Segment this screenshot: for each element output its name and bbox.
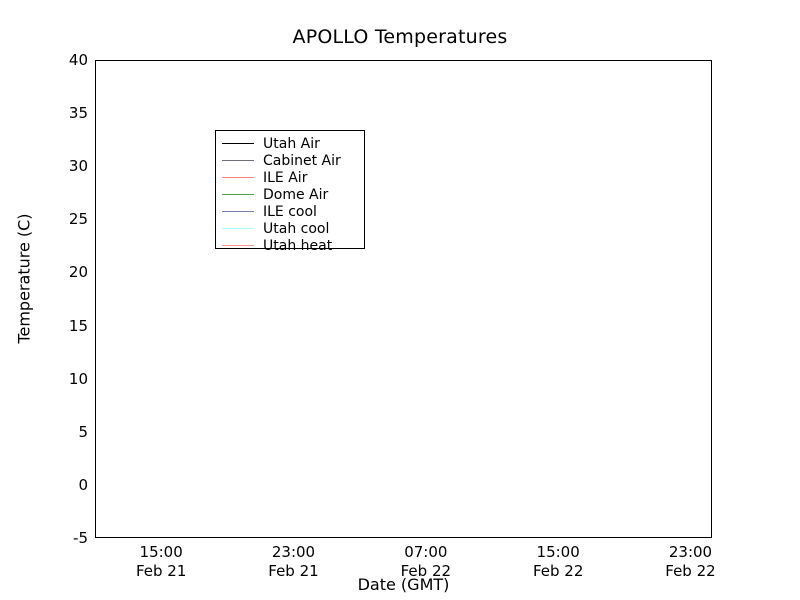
y-tick-label: 35 (68, 104, 88, 123)
x-axis-ticks: 15:00 Feb 21 23:00 Feb 21 07:00 Feb 22 15:00 Fe… (95, 543, 716, 591)
legend-item[interactable]: Utah Air (216, 135, 364, 152)
legend-item[interactable]: Cabinet Air (216, 152, 364, 169)
y-axis-label: Temperature (C) (14, 213, 34, 344)
chart-title: APOLLO Temperatures (292, 26, 508, 48)
y-tick-label: 5 (78, 422, 88, 441)
plot-area: Utah Air Cabinet Air ILE Air Dome Air ILE co… (95, 60, 712, 538)
x-tick-time: 23:00 (271, 543, 316, 561)
x-tick-time: 15:00 (536, 543, 580, 561)
legend-label: Cabinet Air (263, 152, 341, 169)
x-tick-date: Feb 22 (532, 562, 584, 580)
x-tick-label: 23:00 Feb 22 (665, 543, 715, 581)
x-tick-date: Feb 22 (665, 562, 716, 580)
legend-label: ILE cool (263, 203, 317, 220)
x-tick-time: 15:00 (139, 543, 183, 561)
legend-color-swatch (222, 194, 254, 195)
legend-item[interactable]: Utah heat (216, 237, 364, 254)
legend-color-swatch (222, 177, 254, 178)
x-tick-label: 15:00 Feb 22 (533, 543, 583, 581)
y-tick-label: 0 (78, 475, 88, 494)
x-tick-label: 07:00 Feb 22 (401, 543, 451, 581)
x-tick-time: 23:00 (668, 543, 713, 561)
x-axis-label: Date (GMT) (357, 575, 450, 594)
legend-item[interactable]: ILE cool (216, 203, 364, 220)
legend-label: ILE Air (263, 169, 308, 186)
x-tick-label: 15:00 Feb 21 (136, 543, 186, 581)
legend-color-swatch (222, 228, 254, 229)
legend-item[interactable]: Utah cool (216, 220, 364, 237)
legend-color-swatch (222, 143, 254, 144)
legend-label: Utah cool (263, 220, 330, 237)
x-tick-date: Feb 22 (400, 562, 452, 580)
legend-label: Dome Air (263, 186, 329, 203)
y-tick-label: -5 (73, 529, 88, 547)
chart-legend: Utah Air Cabinet Air ILE Air Dome Air ILE co… (215, 130, 365, 253)
x-tick-label: 23:00 Feb 21 (268, 543, 318, 581)
y-tick-label: 20 (68, 263, 88, 282)
legend-color-swatch (222, 245, 254, 246)
y-tick-label: 15 (68, 316, 88, 335)
x-tick-date: Feb 21 (268, 562, 319, 580)
x-tick-time: 07:00 (404, 543, 448, 561)
legend-label: Utah Air (263, 135, 320, 152)
y-tick-label: 25 (68, 210, 88, 229)
legend-item[interactable]: ILE Air (216, 169, 364, 186)
legend-item[interactable]: Dome Air (216, 186, 364, 203)
y-tick-label: 10 (68, 369, 88, 388)
plot-frame (95, 60, 712, 538)
legend-color-swatch (222, 211, 254, 212)
legend-label: Utah heat (263, 237, 333, 254)
y-tick-label: 30 (68, 157, 88, 176)
y-axis-ticks: -5 0 5 10 15 20 25 30 35 40 (46, 51, 88, 547)
y-tick-label: 40 (68, 51, 88, 69)
x-tick-date: Feb 21 (135, 562, 187, 580)
legend-color-swatch (222, 160, 254, 161)
